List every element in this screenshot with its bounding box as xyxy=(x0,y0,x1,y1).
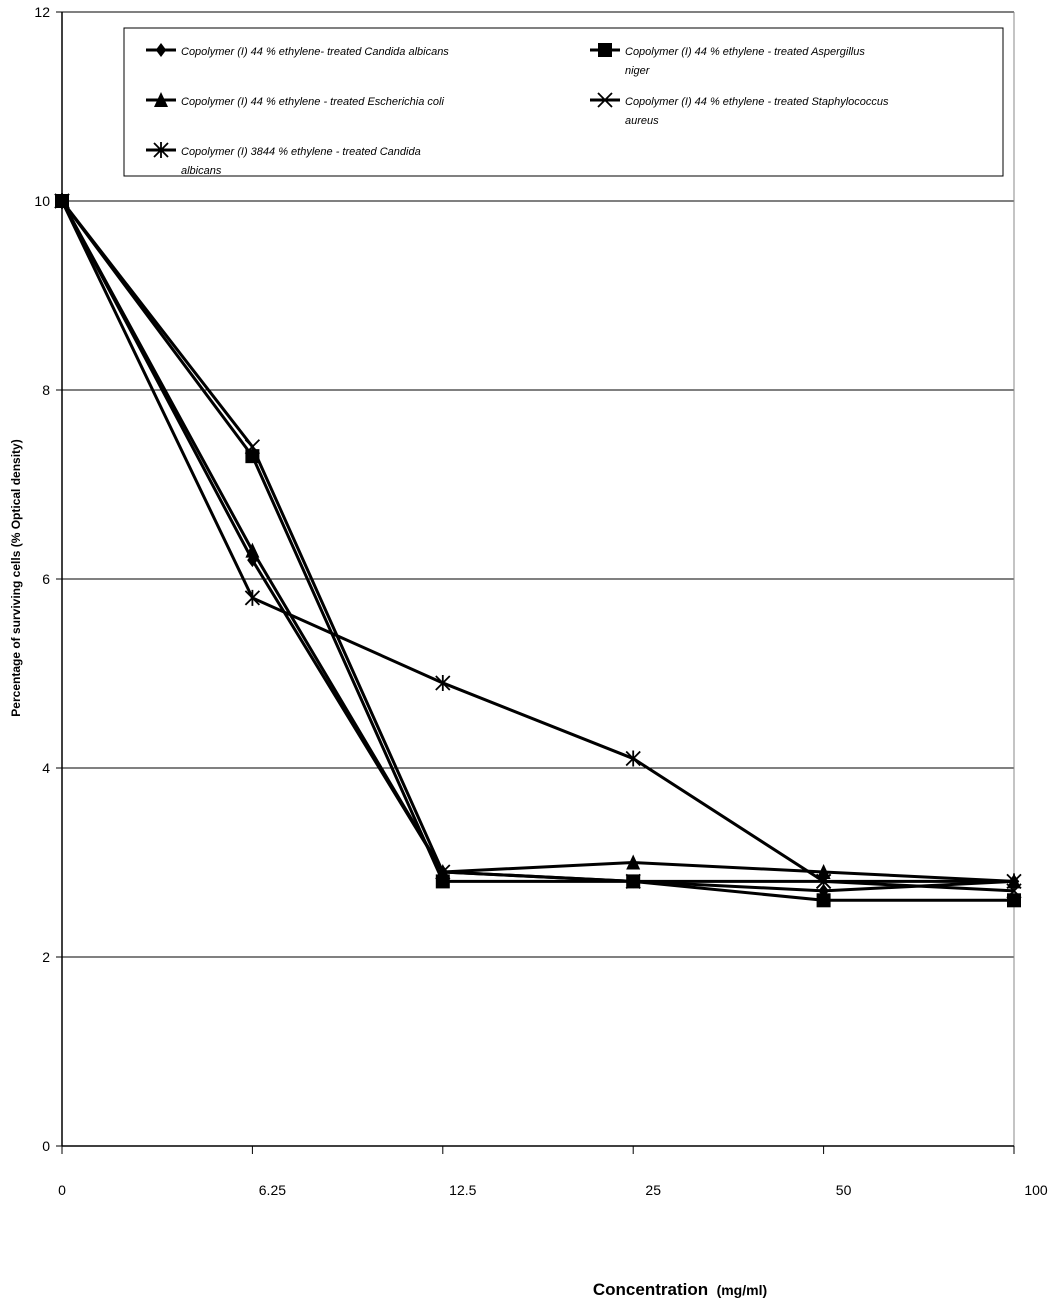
data-point xyxy=(435,674,451,691)
legend-label-line: Copolymer (I) 3844 % ethylene - treated … xyxy=(181,146,421,158)
series-line xyxy=(60,200,1014,902)
data-point xyxy=(1007,893,1021,908)
data-point xyxy=(244,439,261,455)
legend-label-line: Copolymer (I) 44 % ethylene - treated Es… xyxy=(181,96,444,108)
legend-item: Copolymer (I) 44 % ethylene - treated As… xyxy=(590,43,865,77)
legend-label: Copolymer (I) 44 % ethylene- treated Can… xyxy=(181,46,449,58)
x-axis-title: Concentration (mg/ml) xyxy=(593,1280,767,1299)
legend-label-line: Copolymer (I) 44 % ethylene - treated St… xyxy=(625,96,889,108)
series-line xyxy=(60,200,1014,883)
y-tick-label: 0 xyxy=(42,1138,50,1154)
data-point xyxy=(1006,873,1022,890)
data-point xyxy=(598,43,612,57)
x-axis-title-unit: (mg/ml) xyxy=(717,1282,768,1298)
y-tick-labels: 0 2 4 6 8 10 12 xyxy=(34,4,50,1154)
data-point xyxy=(626,854,641,870)
gridlines xyxy=(56,11,1015,1147)
data-point xyxy=(816,893,831,908)
data-point xyxy=(815,873,832,890)
data-point xyxy=(625,873,641,890)
x-tick-label: 0 xyxy=(58,1182,66,1198)
legend-label: Copolymer (I) 44 % ethylene - treated As… xyxy=(625,46,865,77)
data-point xyxy=(244,589,261,606)
legend-label-line: aureus xyxy=(625,115,659,127)
legend-item: Copolymer (I) 3844 % ethylene - treated … xyxy=(146,142,421,177)
legend-box xyxy=(123,27,1004,177)
data-point xyxy=(155,43,167,57)
legend-item: Copolymer (I) 44 % ethylene - treated Es… xyxy=(146,92,444,108)
series-line xyxy=(60,200,1015,893)
legend-label-line: albicans xyxy=(181,165,222,177)
legend-item: Copolymer (I) 44 % ethylene- treated Can… xyxy=(146,43,449,58)
legend-label-line: Copolymer (I) 44 % ethylene - treated As… xyxy=(625,46,865,58)
y-tick-label: 8 xyxy=(42,382,50,398)
x-axis-title-main: Concentration xyxy=(593,1280,708,1299)
data-point xyxy=(245,449,260,464)
legend: Copolymer (I) 44 % ethylene- treated Can… xyxy=(123,27,1004,177)
y-axis-title: Percentage of surviving cells (% Optical… xyxy=(9,439,23,716)
data-point xyxy=(245,542,260,558)
series-lines xyxy=(60,200,1015,902)
y-tick-label: 6 xyxy=(42,571,50,587)
x-tick-label: 25 xyxy=(645,1182,661,1198)
legend-label: Copolymer (I) 3844 % ethylene - treated … xyxy=(181,146,421,177)
data-point xyxy=(153,142,169,158)
legend-label: Copolymer (I) 44 % ethylene - treated St… xyxy=(625,96,889,127)
data-point xyxy=(597,92,613,108)
data-point xyxy=(625,750,641,767)
legend-items: Copolymer (I) 44 % ethylene- treated Can… xyxy=(146,43,889,177)
legend-label: Copolymer (I) 44 % ethylene - treated Es… xyxy=(181,96,444,108)
series-line xyxy=(60,200,1015,893)
data-point xyxy=(816,863,831,879)
data-point xyxy=(54,193,70,209)
y-tick-label: 10 xyxy=(34,193,50,209)
series-markers xyxy=(54,193,1022,908)
y-tick-label: 4 xyxy=(42,760,50,776)
legend-label-line: Copolymer (I) 44 % ethylene- treated Can… xyxy=(181,46,449,58)
series-line xyxy=(60,200,1015,883)
x-tick-label: 12.5 xyxy=(449,1182,476,1198)
x-tick-label: 6.25 xyxy=(259,1182,286,1198)
legend-item: Copolymer (I) 44 % ethylene - treated St… xyxy=(590,92,889,127)
data-point xyxy=(435,864,451,880)
x-tick-label: 100 xyxy=(1024,1182,1048,1198)
y-tick-label: 2 xyxy=(42,949,50,965)
legend-label-line: niger xyxy=(625,65,651,77)
data-point xyxy=(154,92,168,107)
x-tick-labels: 0 6.25 12.5 25 50 100 xyxy=(58,1146,1048,1198)
y-tick-label: 12 xyxy=(34,4,50,20)
x-tick-label: 50 xyxy=(836,1182,852,1198)
